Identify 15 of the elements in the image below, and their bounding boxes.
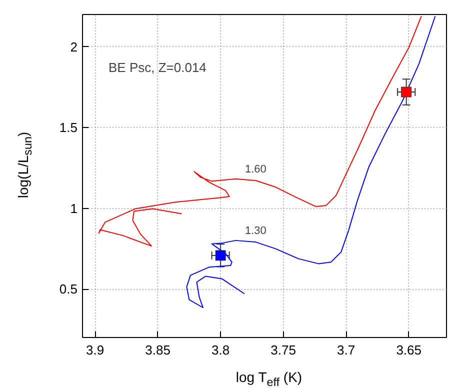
y-tick-label: 2 — [70, 39, 78, 54]
series-label: 1.60 — [245, 164, 266, 176]
x-tick-label: 3.9 — [86, 342, 104, 358]
line-series — [98, 16, 422, 247]
series-label: 1.30 — [245, 225, 266, 238]
annotation: BE Psc, Z=0.014 — [108, 60, 206, 75]
x-axis-title: log T$_{eff}$ (K) — [234, 368, 304, 388]
y-tick-label: 0.5 — [59, 282, 78, 297]
x-tick-label: 3.85 — [145, 342, 170, 358]
y-tick-label: 1 — [70, 200, 78, 216]
x-tick-label: 3.7 — [337, 342, 356, 358]
x-tick-label: 3.8 — [212, 342, 230, 358]
x-tick-label: 3.75 — [270, 342, 296, 358]
y-tick-label: 1.5 — [59, 120, 78, 136]
x-tick-label: 3.65 — [396, 342, 422, 358]
